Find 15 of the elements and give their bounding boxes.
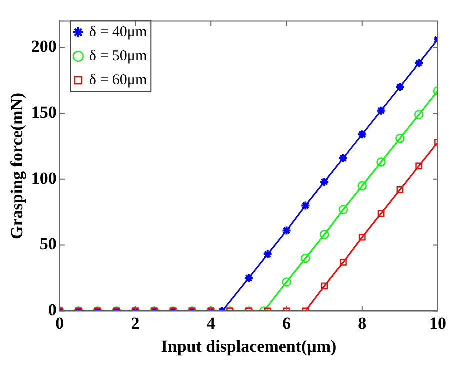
x-tick-label: 4 bbox=[206, 314, 216, 333]
legend-label: δ = 40μm bbox=[89, 24, 148, 40]
legend-label: δ = 50μm bbox=[89, 48, 148, 64]
y-tick-label: 150 bbox=[31, 102, 57, 122]
y-tick-label: 100 bbox=[31, 168, 57, 188]
legend-label: δ = 60μm bbox=[89, 72, 148, 88]
x-tick-label: 8 bbox=[358, 314, 367, 333]
x-axis-title: Input displacement(μm) bbox=[161, 337, 337, 356]
y-tick-label: 0 bbox=[48, 300, 57, 320]
y-tick-label: 50 bbox=[40, 234, 57, 254]
x-tick-label: 2 bbox=[131, 314, 140, 333]
y-tick-label: 200 bbox=[31, 36, 57, 56]
x-tick-label: 6 bbox=[282, 314, 292, 333]
x-tick-label: 10 bbox=[430, 314, 446, 333]
y-axis-title: Grasping force(mN) bbox=[8, 92, 27, 240]
